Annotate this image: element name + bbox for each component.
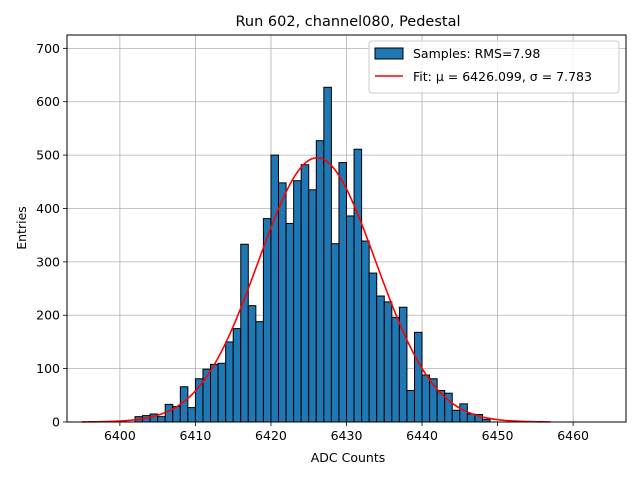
histogram-bar <box>421 374 431 423</box>
legend: Samples: RMS=7.98 Fit: μ = 6426.099, σ =… <box>368 40 620 94</box>
histogram-bar <box>210 363 219 423</box>
x-tick-label: 6460 <box>557 428 589 443</box>
legend-bar-swatch <box>374 47 404 60</box>
x-tick-label: 6400 <box>104 428 136 443</box>
histogram-bar <box>338 162 348 423</box>
x-tick-label: 6430 <box>331 428 363 443</box>
histogram-bar <box>164 403 174 423</box>
x-axis-label: ADC Counts <box>311 450 386 465</box>
histogram-bar <box>353 148 363 423</box>
histogram-bar <box>262 218 272 423</box>
y-tick-label: 100 <box>36 361 60 376</box>
histogram-bar <box>361 240 370 423</box>
y-axis-ticks: 0 100 200 300 400 500 600 700 <box>36 41 67 430</box>
legend-label-samples: Samples: RMS=7.98 <box>413 46 540 61</box>
histogram-bar <box>383 301 393 423</box>
histogram-bars <box>134 86 491 423</box>
histogram-bar <box>308 189 317 423</box>
histogram-bar <box>459 403 468 423</box>
histogram-bar <box>368 272 378 423</box>
histogram-bar <box>300 164 310 423</box>
chart-title: Run 602, channel080, Pedestal <box>235 14 460 30</box>
histogram-bar <box>413 331 423 423</box>
fit-curve <box>82 156 551 423</box>
histogram-bar <box>247 305 257 423</box>
x-tick-label: 6420 <box>255 428 287 443</box>
grid-lines <box>67 35 626 423</box>
y-tick-label: 400 <box>36 201 60 216</box>
y-tick-label: 700 <box>36 41 60 56</box>
histogram-bar <box>232 328 242 423</box>
histogram-bar <box>217 362 227 423</box>
legend-label-fit: Fit: μ = 6426.099, σ = 7.783 <box>413 69 592 84</box>
y-tick-label: 0 <box>52 415 60 430</box>
x-tick-label: 6450 <box>482 428 514 443</box>
y-tick-label: 200 <box>36 308 60 323</box>
y-tick-label: 300 <box>36 254 60 269</box>
x-tick-label: 6440 <box>406 428 438 443</box>
histogram-bar <box>270 154 280 423</box>
legend-box <box>368 40 620 94</box>
histogram-bar <box>330 243 340 423</box>
histogram-bar <box>225 341 234 423</box>
x-axis-ticks: 6400 6410 6420 6430 6440 6450 6460 <box>104 422 589 443</box>
histogram-bar <box>293 180 302 423</box>
y-tick-label: 600 <box>36 94 60 109</box>
histogram-bar <box>376 295 385 423</box>
histogram-bar <box>451 409 461 423</box>
histogram-bar <box>240 243 249 423</box>
histogram-bar <box>323 86 332 423</box>
x-tick-label: 6410 <box>180 428 212 443</box>
histogram-bar <box>255 321 264 423</box>
histogram-bar <box>194 378 204 423</box>
histogram-bar <box>391 316 400 423</box>
histogram-bar <box>406 390 415 423</box>
histogram-bar <box>157 416 166 423</box>
histogram-bar <box>315 140 325 423</box>
histogram-bar <box>278 182 287 423</box>
histogram-bar <box>346 215 355 423</box>
y-tick-label: 500 <box>36 148 60 163</box>
y-axis-label: Entries <box>14 206 29 250</box>
histogram-bar <box>285 222 295 423</box>
histogram-bar <box>187 407 196 423</box>
